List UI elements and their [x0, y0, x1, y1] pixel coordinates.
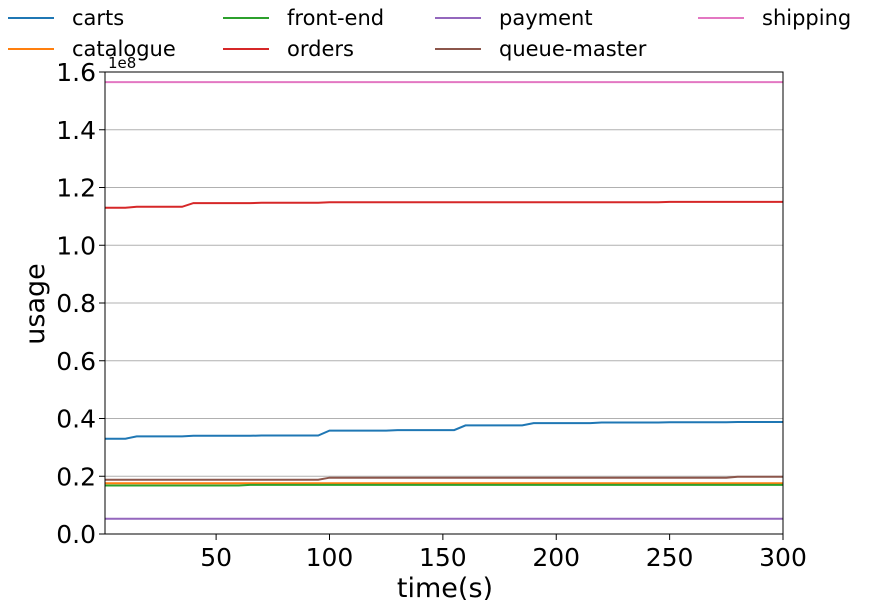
y-tick-label: 0.0 [56, 520, 96, 549]
legend-label: shipping [762, 6, 851, 30]
legend-item-front-end: front-end [223, 6, 384, 30]
legend-label: queue-master [499, 37, 647, 61]
x-tick-label: 100 [306, 543, 354, 572]
y-tick-label: 1.6 [56, 58, 96, 87]
gridlines [105, 129, 783, 477]
y-tick-label: 0.2 [56, 462, 96, 491]
y-tick-label: 0.6 [56, 347, 96, 376]
legend-label: front-end [287, 6, 384, 30]
legend-label: orders [287, 37, 354, 61]
series-line-orders [105, 200, 783, 209]
series-line-carts [105, 421, 783, 440]
y-offset-label: 1e8 [108, 54, 136, 72]
x-tick-label: 250 [646, 543, 694, 572]
legend-label: carts [72, 6, 124, 30]
legend-item-queue-master: queue-master [435, 37, 647, 61]
y-tick-label: 1.4 [56, 116, 96, 145]
x-axis-label: time(s) [397, 573, 493, 600]
legend-item-catalogue: catalogue [8, 37, 176, 61]
y-tick-label: 1.2 [56, 174, 96, 203]
y-axis-label: usage [20, 263, 51, 344]
x-tick-label: 200 [532, 543, 580, 572]
legend-item-orders: orders [223, 37, 354, 61]
legend-item-carts: carts [8, 6, 124, 30]
x-tick-label: 50 [200, 543, 232, 572]
x-axis: 50 100 150 200 250 300 [200, 534, 807, 572]
y-tick-label: 1.0 [56, 231, 96, 260]
series-lines [105, 81, 783, 520]
legend: carts catalogue front-end orders payment queu… [8, 6, 851, 61]
legend-label: payment [499, 6, 593, 30]
y-tick-label: 0.4 [56, 405, 96, 434]
legend-label: catalogue [72, 37, 176, 61]
y-axis: 0.0 0.2 0.4 0.6 0.8 1.0 1.2 1.4 1.6 [56, 58, 105, 549]
x-tick-label: 300 [759, 543, 807, 572]
x-tick-label: 150 [419, 543, 467, 572]
legend-item-payment: payment [435, 6, 593, 30]
y-tick-label: 0.8 [56, 289, 96, 318]
legend-item-shipping: shipping [698, 6, 851, 30]
series-line-queue-master [105, 475, 783, 481]
series-line-front-end [105, 483, 783, 487]
